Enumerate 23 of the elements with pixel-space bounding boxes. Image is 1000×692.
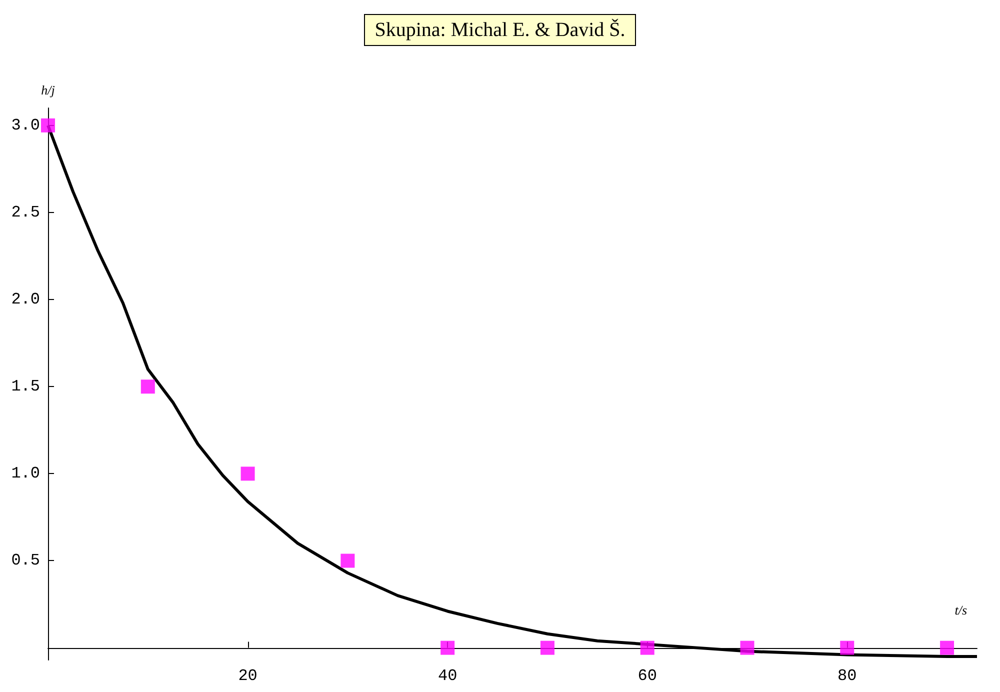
y-tick-label: 3.0 (11, 116, 40, 134)
point (41, 118, 55, 132)
y-tick-label: 2.5 (11, 203, 40, 222)
y-axis-title: h/j (41, 82, 56, 98)
y-tick-label: 0.5 (11, 552, 40, 570)
point (140, 380, 155, 394)
point (340, 554, 355, 568)
point (440, 640, 455, 655)
point (540, 640, 554, 655)
point (240, 466, 255, 481)
point (840, 640, 854, 655)
x-tick-label: 20 (238, 667, 258, 685)
y-tick-label: 1.0 (11, 464, 40, 483)
y-tick-label: 2.0 (11, 290, 40, 309)
x-tick-label: 40 (438, 667, 458, 685)
point (740, 640, 754, 655)
x-tick-label: 60 (638, 667, 657, 685)
point (640, 640, 654, 655)
point (940, 640, 954, 655)
x-axis-title: t/s (954, 602, 968, 618)
x-tick-label: 80 (838, 667, 857, 685)
chart-title: Skupina: Michal E. & David Š. (374, 18, 626, 41)
y-tick-label: 1.5 (11, 378, 40, 396)
